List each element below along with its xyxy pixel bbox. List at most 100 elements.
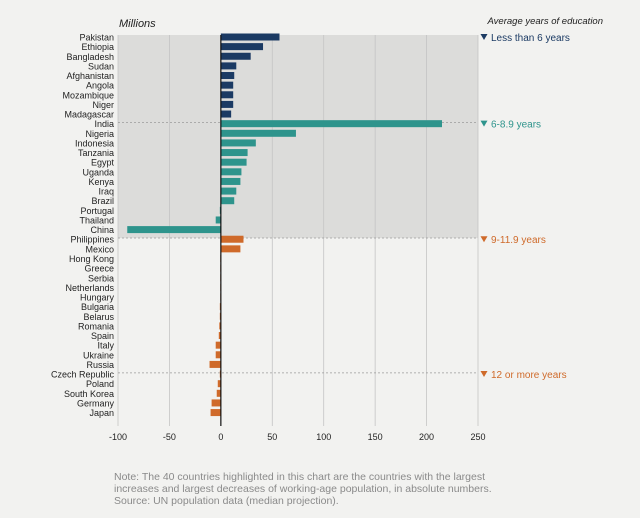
bar (220, 187, 237, 195)
category-label: Belarus (83, 312, 114, 322)
category-label: Bangladesh (66, 52, 114, 62)
bar (220, 91, 234, 99)
category-label: Madagascar (64, 110, 114, 120)
category-label: India (94, 119, 114, 129)
chart-note: Note: The 40 countries highlighted in th… (114, 471, 534, 507)
category-label: Thailand (79, 215, 114, 225)
gridlines (117, 35, 479, 426)
note-line: Source: UN population data (median proje… (114, 495, 339, 507)
x-tick-label: 150 (368, 432, 383, 442)
category-label: Iraq (98, 187, 114, 197)
category-label: Tanzania (78, 148, 114, 158)
category-label: Mexico (85, 244, 114, 254)
category-label: Czech Republic (51, 370, 115, 380)
bar (220, 43, 264, 51)
x-tick-label: -100 (109, 432, 127, 442)
category-label: Russia (86, 360, 114, 370)
bars (127, 33, 442, 417)
bar (220, 158, 247, 166)
category-label: Philippines (70, 235, 114, 245)
category-label: Netherlands (65, 283, 114, 293)
bar (220, 129, 296, 137)
category-label: Portugal (80, 206, 114, 216)
bar (220, 168, 242, 176)
category-label: Japan (89, 408, 114, 418)
category-label: Angola (86, 81, 114, 91)
bar (220, 72, 235, 80)
category-label: Afghanistan (66, 71, 114, 81)
note-line: Note: The 40 countries highlighted in th… (114, 471, 486, 483)
bar (220, 197, 235, 205)
unit-label: Millions (119, 18, 156, 30)
x-tick-label: 200 (419, 432, 434, 442)
bar (220, 235, 244, 243)
group-shading (118, 35, 478, 123)
group-header: Average years of education (487, 16, 603, 27)
x-tick-labels: -100 -50 0 50 100 150 200 250 (109, 432, 486, 442)
group-label: 9-11.9 years (491, 235, 546, 246)
category-label: Italy (97, 341, 114, 351)
bar (215, 341, 221, 349)
bar (209, 360, 221, 368)
bar (127, 226, 221, 234)
bar (219, 322, 221, 330)
category-label: Greece (84, 264, 114, 274)
bar (220, 245, 241, 253)
category-label: Brazil (91, 196, 114, 206)
bar (220, 177, 241, 185)
category-label: Bulgaria (81, 302, 114, 312)
bar (216, 389, 221, 397)
group-shading (118, 122, 478, 239)
category-label: Serbia (88, 273, 114, 283)
bar (220, 52, 251, 60)
bar (218, 332, 221, 340)
category-label: Hungary (80, 293, 115, 303)
triangle-down-icon (480, 120, 488, 127)
category-label: Poland (86, 379, 114, 389)
group-label: Less than 6 years (491, 33, 570, 44)
group-label: 6-8.9 years (491, 120, 541, 131)
bar (210, 409, 221, 417)
x-tick-label: 50 (267, 432, 277, 442)
category-label: Nigeria (85, 129, 114, 139)
category-label: China (90, 225, 114, 235)
bar (217, 380, 221, 388)
triangle-down-icon (480, 371, 488, 378)
bar (220, 81, 234, 89)
category-label: Ethiopia (81, 42, 114, 52)
bar (220, 110, 232, 118)
bar (220, 120, 442, 128)
triangle-down-icon (480, 236, 488, 243)
category-label: Egypt (91, 158, 115, 168)
bar (220, 149, 248, 157)
bar (211, 399, 221, 407)
bar (220, 33, 280, 41)
category-label: Uganda (82, 167, 114, 177)
bar (220, 62, 237, 70)
category-label: South Korea (64, 389, 114, 399)
chart-background (118, 35, 478, 239)
group-label: 12 or more years (491, 370, 567, 381)
category-label: Hong Kong (69, 254, 114, 264)
category-label: Pakistan (79, 33, 114, 43)
category-label: Romania (78, 321, 114, 331)
bar (215, 351, 221, 359)
category-label: Mozambique (62, 90, 114, 100)
category-label: Indonesia (75, 138, 114, 148)
triangle-down-icon (480, 34, 488, 40)
category-label: Niger (92, 100, 114, 110)
note-line: increases and largest decreases of worki… (114, 483, 492, 495)
x-tick-label: -50 (163, 432, 176, 442)
bar (215, 216, 221, 224)
group-markers: Less than 6 years 6-8.9 years 9-11.9 years… (480, 33, 570, 381)
x-tick-label: 250 (470, 432, 485, 442)
category-labels: PakistanEthiopiaBangladeshSudanAfghanist… (51, 33, 115, 419)
x-tick-label: 100 (316, 432, 331, 442)
x-tick-label: 0 (218, 432, 223, 442)
category-label: Spain (91, 331, 114, 341)
category-label: Sudan (88, 61, 114, 71)
bar (220, 139, 256, 147)
category-label: Kenya (88, 177, 114, 187)
category-label: Germany (77, 398, 115, 408)
